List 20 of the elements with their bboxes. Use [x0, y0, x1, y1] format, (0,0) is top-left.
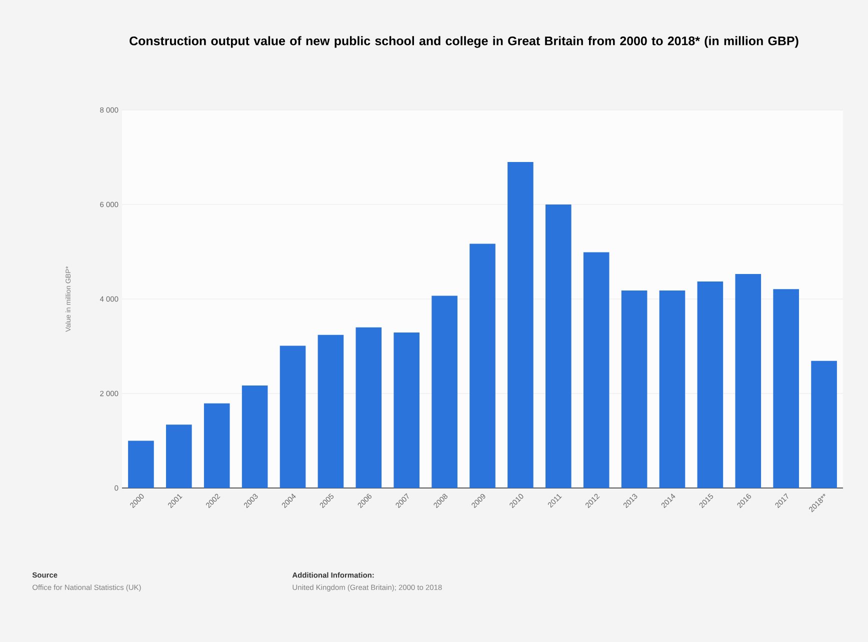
bar: [811, 360, 837, 488]
bar: [735, 274, 762, 488]
bar: [166, 424, 192, 488]
bar: [204, 403, 230, 488]
bar: [470, 244, 496, 488]
bar: [432, 296, 458, 488]
bar: [242, 385, 268, 488]
chart-title: Construction output value of new public school and college in Great Britain from 2000 to 2018* (in million GBP): [130, 36, 798, 48]
bar: [583, 252, 610, 488]
bar: [128, 440, 154, 488]
bar: [621, 290, 648, 488]
bar: [508, 162, 534, 488]
bar: [773, 289, 799, 488]
bar: [356, 327, 382, 488]
bar: [697, 282, 724, 488]
bar: [546, 204, 572, 488]
bar: [318, 334, 344, 488]
bar: [394, 332, 420, 488]
bar: [280, 346, 306, 488]
bar: [659, 290, 686, 488]
